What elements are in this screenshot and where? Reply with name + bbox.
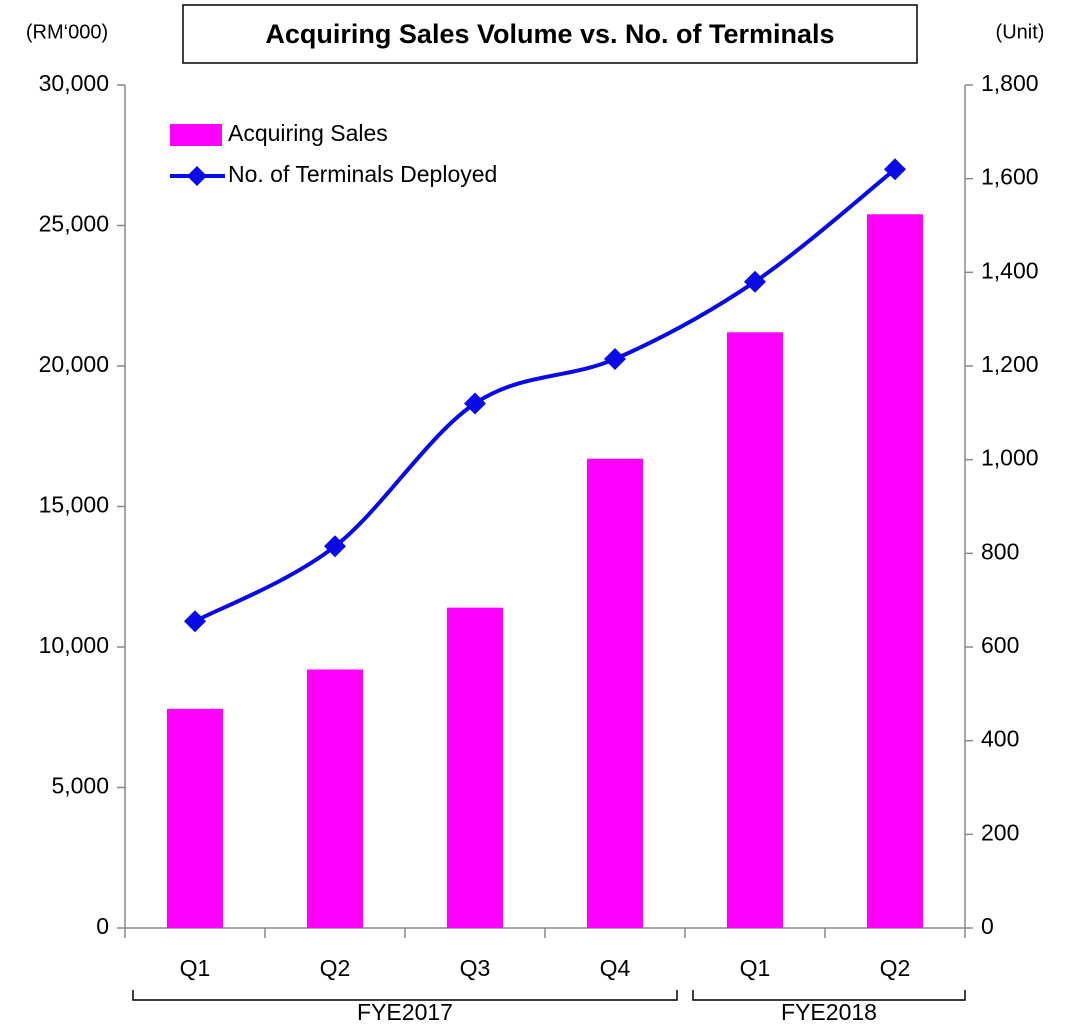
- y-tick-label: 0: [96, 913, 109, 939]
- x-tick-label: Q4: [600, 955, 631, 981]
- legend-swatch: [170, 124, 222, 146]
- group-bracket: [692, 990, 966, 1001]
- marker: [884, 158, 906, 181]
- marker: [744, 270, 766, 293]
- x-tick-label: Q2: [880, 955, 911, 981]
- y-tick-label: 5,000: [51, 773, 109, 799]
- y2-tick-label: 1,600: [981, 164, 1039, 190]
- legend-label: No. of Terminals Deployed: [228, 161, 497, 187]
- y-tick-label: 30,000: [39, 70, 109, 96]
- x-tick-label: Q3: [460, 955, 491, 981]
- bar: [587, 458, 643, 928]
- legend-marker: [187, 166, 207, 186]
- marker: [184, 610, 206, 633]
- bar: [167, 708, 223, 928]
- group-label: FYE2018: [781, 999, 877, 1025]
- y2-tick-label: 1,800: [981, 70, 1039, 96]
- y2-tick-label: 400: [981, 726, 1019, 752]
- marker: [464, 392, 486, 415]
- y-tick-label: 25,000: [39, 211, 109, 237]
- legend-label: Acquiring Sales: [228, 120, 388, 146]
- y2-tick-label: 0: [981, 913, 994, 939]
- bar: [727, 332, 783, 928]
- x-tick-label: Q2: [320, 955, 351, 981]
- y-tick-label: 15,000: [39, 492, 109, 518]
- bar: [867, 214, 923, 928]
- bar: [447, 607, 503, 928]
- marker: [324, 535, 346, 558]
- y2-tick-label: 1,000: [981, 445, 1039, 471]
- y2-tick-label: 800: [981, 538, 1019, 564]
- y-tick-label: 10,000: [39, 632, 109, 658]
- chart-title: Acquiring Sales Volume vs. No. of Termin…: [265, 19, 834, 49]
- y2-tick-label: 200: [981, 819, 1019, 845]
- marker: [604, 347, 626, 370]
- y2-tick-label: 600: [981, 632, 1019, 658]
- y2-tick-label: 1,400: [981, 257, 1039, 283]
- x-tick-label: Q1: [740, 955, 771, 981]
- y2-tick-label: 1,200: [981, 351, 1039, 377]
- y-tick-label: 20,000: [39, 351, 109, 377]
- y-axis-label: (RM‘000): [26, 21, 108, 43]
- line: [194, 167, 897, 624]
- bar: [307, 669, 363, 928]
- x-tick-label: Q1: [180, 955, 211, 981]
- y2-axis-label: (Unit): [996, 21, 1045, 43]
- title-box: [182, 4, 918, 64]
- group-bracket: [132, 990, 678, 1001]
- group-label: FYE2017: [357, 999, 453, 1025]
